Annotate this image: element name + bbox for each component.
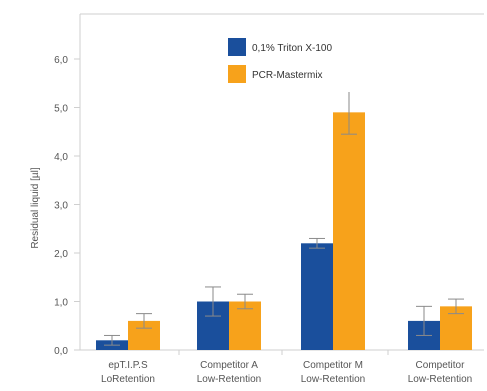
bars-group <box>96 90 472 350</box>
legend-swatch <box>228 65 246 83</box>
category-label: epT.I.P.S <box>108 360 148 371</box>
y-tick-label: 1,0 <box>54 298 68 309</box>
y-axis-label: Residual liquid [µl] <box>30 167 41 249</box>
legend-swatch <box>228 38 246 56</box>
legend-label: PCR-Mastermix <box>252 70 323 81</box>
bar-mastermix <box>229 301 261 350</box>
category-label: LoRetention <box>101 374 155 385</box>
error-bar <box>104 334 120 346</box>
y-tick-label: 3,0 <box>54 201 68 212</box>
category-label: Competitor M <box>303 360 363 371</box>
legend-label: 0,1% Triton X-100 <box>252 43 332 54</box>
category-label: Low-Retention <box>408 374 472 385</box>
category-label: Low-Retention <box>301 374 365 385</box>
y-tick-label: 2,0 <box>54 249 68 260</box>
error-bar <box>309 237 325 249</box>
error-bar <box>416 305 432 336</box>
y-axis-ticks: 0,0 1,0 2,0 3,0 4,0 5,0 6,0 <box>54 55 389 357</box>
legend: 0,1% Triton X-100 PCR-Mastermix <box>218 32 368 92</box>
error-bar <box>237 293 253 310</box>
y-tick-label: 4,0 <box>54 152 68 163</box>
bar-triton <box>301 243 333 350</box>
bar-mastermix <box>333 112 365 350</box>
error-bar <box>448 298 464 315</box>
y-tick-label: 5,0 <box>54 104 68 115</box>
error-bar <box>136 313 152 329</box>
category-labels: epT.I.P.S LoRetention Competitor A Low-Rete… <box>101 360 472 385</box>
category-label: Competitor A <box>200 360 258 371</box>
error-bar <box>205 286 221 317</box>
category-label: Competitor <box>416 360 466 371</box>
y-tick-label: 6,0 <box>54 55 68 66</box>
y-tick-label: 0,0 <box>54 346 68 357</box>
category-label: Low-Retention <box>197 374 261 385</box>
